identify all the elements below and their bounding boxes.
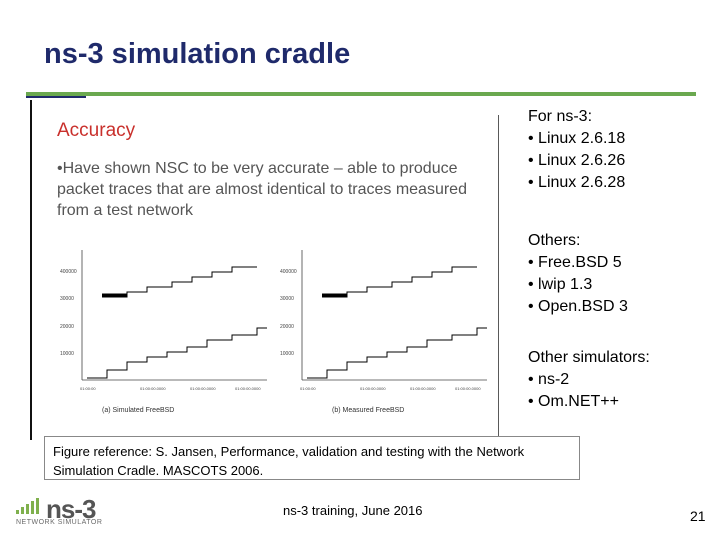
y-tick: 30000 [280,296,294,302]
x-tick: 01:00:00.0000 [410,386,436,391]
side-group-heading: Others: [528,232,581,249]
logo-subtitle: NETWORK SIMULATOR [16,519,103,526]
side-group-heading: For ns-3: [528,108,593,125]
title-rule [26,92,696,96]
embedded-heading: Accuracy [57,120,136,141]
x-tick: 01:00:00.0000 [360,386,386,391]
y-tick: 400000 [60,269,77,275]
plot-simulated-freebsd: 400000 30000 20000 10000 01:00:00 01:00:… [60,250,267,414]
side-list-item: • Open.BSD 3 [528,298,628,315]
plot-caption: (a) Simulated FreeBSD [102,407,174,414]
footer-text: ns-3 training, June 2016 [283,503,423,518]
side-list-item: • Om.NET++ [528,393,619,410]
side-list-item: • Linux 2.6.26 [528,152,626,169]
y-tick: 20000 [60,324,74,330]
title-rule-accent [26,96,86,98]
side-group-heading: Other simulators: [528,349,650,366]
side-list-item: • Free.BSD 5 [528,254,622,271]
x-tick: 01:00:00.0000 [235,386,261,391]
x-tick: 01:00:00 [300,386,316,391]
side-list-item: • lwip 1.3 [528,276,593,293]
side-group-others: Others: • Free.BSD 5 • lwip 1.3 • Open.B… [528,230,628,318]
x-tick: 01:00:00 [80,386,96,391]
side-list-item: • Linux 2.6.18 [528,130,626,147]
logo-text: ns-3 [46,494,96,524]
ns3-logo-icon [16,498,39,514]
side-group-other-simulators: Other simulators: • ns-2 • Om.NET++ [528,347,650,413]
side-group-ns3: For ns-3: • Linux 2.6.18 • Linux 2.6.26 … [528,106,625,194]
x-tick: 01:00:00.0000 [455,386,481,391]
slide-title: ns-3 simulation cradle [44,38,351,70]
embedded-text: •Have shown NSC to be very accurate – ab… [57,160,467,219]
y-tick: 10000 [280,351,294,357]
x-tick: 01:00:00.0000 [140,386,166,391]
side-list-item: • Linux 2.6.28 [528,174,626,191]
y-tick: 10000 [60,351,74,357]
x-tick: 01:00:00.0000 [190,386,216,391]
y-tick: 20000 [280,324,294,330]
side-list-item: • ns-2 [528,371,570,388]
embedded-figure: Accuracy •Have shown NSC to be very accu… [30,100,502,445]
plot-caption: (b) Measured FreeBSD [332,407,404,414]
y-tick: 400000 [280,269,297,275]
trace-plots: 400000 30000 20000 10000 01:00:00 01:00:… [60,250,487,414]
y-tick: 30000 [60,296,74,302]
plot-measured-freebsd: 400000 30000 20000 10000 01:00:00 01:00:… [280,250,487,414]
figure-reference: Figure reference: S. Jansen, Performance… [44,436,580,480]
page-number: 21 [690,508,706,524]
